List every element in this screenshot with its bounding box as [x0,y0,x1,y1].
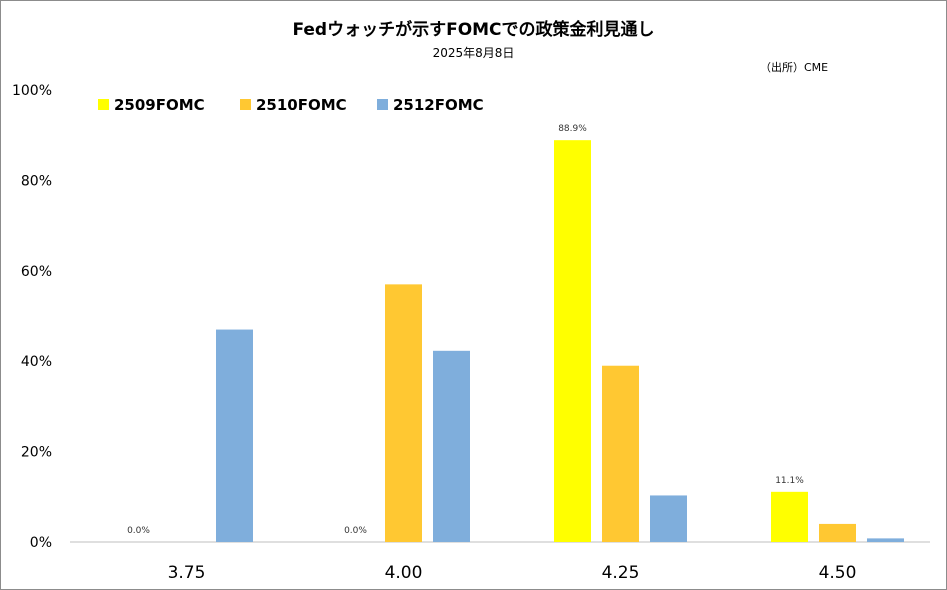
bar-2512FOMC-3.75 [216,329,253,542]
bar-2509FOMC-4.50 [771,491,808,542]
legend: 2509FOMC 2510FOMC 2512FOMC [98,96,484,114]
data-label: 88.9% [558,124,587,134]
bars: 0.0% 0.0% 88.9% 11.1% [127,124,904,542]
bar-2512FOMC-4.00 [433,350,470,542]
bar-2510FOMC-4.25 [602,365,639,542]
legend-label: 2509FOMC [114,96,205,114]
x-tick-label: 4.00 [385,563,423,583]
y-tick-label: 100% [12,83,52,99]
data-label: 0.0% [344,526,367,536]
y-tick-label: 20% [21,445,52,461]
data-label: 0.0% [127,526,150,536]
legend-label: 2510FOMC [256,96,347,114]
y-tick-label: 0% [30,535,52,551]
x-axis: 3.75 4.00 4.25 4.50 [70,541,930,583]
legend-swatch [240,99,251,110]
y-axis: 0% 20% 40% 60% 80% 100% [12,83,52,551]
x-tick-label: 4.25 [602,563,640,583]
legend-swatch [377,99,388,110]
bar-2509FOMC-4.25 [554,140,591,542]
bar-2512FOMC-4.50 [867,538,904,542]
legend-swatch [98,99,109,110]
data-label: 11.1% [775,476,804,486]
bar-2512FOMC-4.25 [650,495,687,542]
legend-label: 2512FOMC [393,96,484,114]
bar-2510FOMC-4.00 [385,284,422,542]
x-tick-label: 4.50 [819,563,857,583]
y-tick-label: 60% [21,264,52,280]
y-tick-label: 80% [21,173,52,189]
y-tick-label: 40% [21,354,52,370]
source-note: （出所）CME [760,61,829,74]
chart-subtitle: 2025年8月8日 [432,46,515,60]
chart-title: Fedウォッチが示すFOMCでの政策金利見通し [292,20,655,40]
bar-2510FOMC-4.50 [819,523,856,542]
x-tick-label: 3.75 [168,563,206,583]
